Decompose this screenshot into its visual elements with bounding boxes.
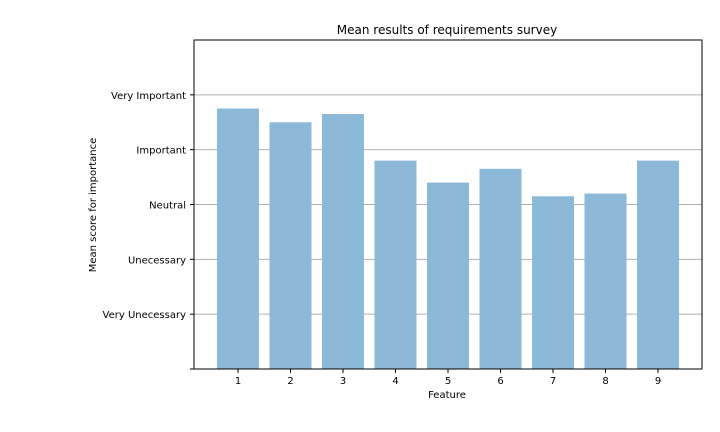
x-tick-label-3: 3	[340, 376, 346, 387]
y-tick-label-5: Very Important	[111, 91, 186, 102]
y-tick-label-2: Unecessary	[128, 255, 186, 266]
bar-feature-8	[584, 193, 627, 369]
chart-title: Mean results of requirements survey	[337, 23, 557, 37]
x-tick-label-8: 8	[602, 376, 608, 387]
bar-feature-9	[637, 160, 679, 369]
y-tick-label-4: Important	[136, 146, 186, 157]
bar-feature-6	[479, 168, 522, 369]
x-axis-ticks: 1 2 3 4 5 6 7 8 9	[235, 369, 661, 387]
x-tick-label-7: 7	[550, 376, 556, 387]
x-tick-label-2: 2	[287, 376, 293, 387]
bar-feature-3	[322, 114, 364, 370]
bar-feature-5	[427, 182, 469, 369]
y-tick-label-1: Very Unecessary	[103, 310, 187, 321]
x-axis-label: Feature	[428, 390, 466, 401]
x-tick-label-6: 6	[497, 376, 503, 387]
x-tick-label-5: 5	[445, 376, 451, 387]
y-axis-ticks: Very Unecessary Unecessary Neutral Importan…	[103, 91, 194, 370]
x-tick-label-1: 1	[235, 376, 241, 387]
bar-feature-2	[269, 122, 312, 369]
bar-feature-7	[532, 196, 574, 369]
bar-feature-4	[374, 160, 417, 369]
bars	[217, 108, 679, 370]
bar-feature-1	[217, 108, 259, 370]
y-axis-label: Mean score for importance	[88, 138, 99, 273]
y-tick-label-3: Neutral	[149, 201, 186, 212]
x-tick-label-4: 4	[392, 376, 398, 387]
x-tick-label-9: 9	[655, 376, 661, 387]
